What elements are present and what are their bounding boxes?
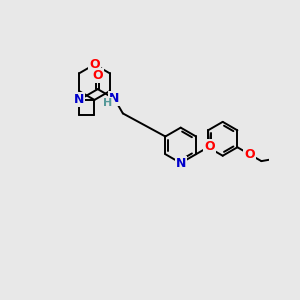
Text: N: N bbox=[109, 92, 120, 105]
Text: N: N bbox=[74, 93, 84, 106]
Text: O: O bbox=[92, 69, 103, 82]
Text: O: O bbox=[204, 140, 215, 153]
Text: O: O bbox=[244, 148, 255, 161]
Text: O: O bbox=[89, 58, 100, 71]
Text: H: H bbox=[103, 98, 112, 108]
Text: N: N bbox=[176, 157, 186, 169]
